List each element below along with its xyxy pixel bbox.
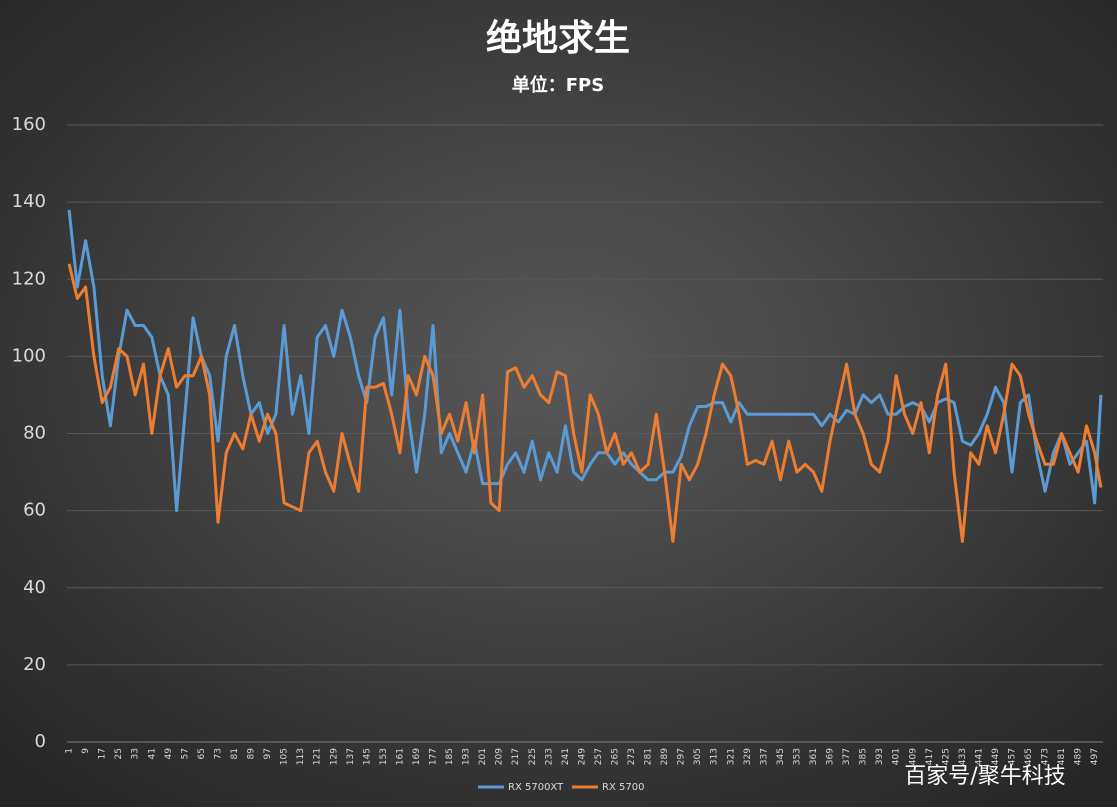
x-tick-label: 33 — [131, 748, 141, 759]
x-tick-label: 249 — [577, 748, 587, 765]
x-tick-label: 73 — [213, 748, 223, 759]
series-line — [67, 263, 1103, 543]
x-tick-label: 409 — [908, 748, 918, 765]
y-tick-label: 100 — [12, 345, 46, 366]
x-tick-label: 393 — [875, 748, 885, 765]
x-tick-label: 65 — [197, 748, 207, 759]
x-tick-label: 361 — [809, 748, 819, 765]
x-tick-label: 225 — [528, 748, 538, 765]
x-tick-label: 41 — [147, 748, 157, 759]
x-tick-label: 161 — [395, 748, 405, 765]
x-tick-label: 465 — [1024, 748, 1034, 765]
y-tick-label: 40 — [23, 577, 46, 598]
x-tick-label: 289 — [660, 748, 670, 765]
x-tick-label: 473 — [1041, 748, 1051, 765]
x-tick-label: 441 — [974, 748, 984, 765]
x-tick-label: 257 — [594, 748, 604, 765]
x-tick-label: 497 — [1090, 748, 1100, 765]
x-tick-label: 337 — [759, 748, 769, 765]
x-tick-label: 209 — [495, 748, 505, 765]
x-tick-label: 369 — [826, 748, 836, 765]
x-tick-label: 129 — [329, 748, 339, 765]
x-tick-label: 169 — [412, 748, 422, 765]
x-tick-label: 145 — [362, 748, 372, 765]
x-tick-label: 57 — [180, 748, 190, 759]
y-tick-label: 160 — [12, 114, 46, 135]
x-tick-label: 401 — [892, 748, 902, 765]
watermark: 百家号/聚牛科技 — [904, 764, 1065, 789]
x-tick-label: 1 — [65, 748, 75, 754]
x-tick-label: 377 — [842, 748, 852, 765]
x-tick-label: 457 — [1008, 748, 1018, 765]
x-tick-label: 297 — [677, 748, 687, 765]
x-tick-label: 217 — [511, 748, 521, 765]
x-tick-label: 25 — [114, 748, 124, 759]
x-tick-label: 353 — [792, 748, 802, 765]
x-tick-label: 489 — [1074, 748, 1084, 765]
legend-label: RX 5700XT — [508, 782, 564, 793]
y-tick-label: 60 — [23, 500, 46, 521]
x-tick-label: 481 — [1057, 748, 1067, 765]
x-tick-label: 193 — [462, 748, 472, 765]
chart-title: 绝地求生 — [486, 17, 630, 59]
x-tick-label: 313 — [710, 748, 720, 765]
x-tick-label: 153 — [379, 748, 389, 765]
x-tick-label: 97 — [263, 748, 273, 759]
x-tick-label: 89 — [247, 748, 257, 760]
y-tick-label: 120 — [12, 268, 46, 289]
x-tick-label: 329 — [743, 748, 753, 765]
x-tick-label: 17 — [98, 748, 108, 759]
x-tick-label: 425 — [941, 748, 951, 765]
x-tick-label: 201 — [478, 748, 488, 765]
x-tick-label: 241 — [561, 748, 571, 765]
x-tick-label: 105 — [280, 748, 290, 765]
y-tick-label: 0 — [35, 731, 46, 752]
x-tick-label: 177 — [429, 748, 439, 765]
legend-label: RX 5700 — [602, 782, 644, 793]
x-tick-label: 281 — [644, 748, 654, 765]
x-tick-label: 81 — [230, 748, 240, 759]
x-tick-label: 185 — [445, 748, 455, 765]
x-tick-label: 9 — [81, 748, 91, 754]
series-line — [67, 209, 1103, 513]
x-tick-label: 265 — [610, 748, 620, 765]
x-tick-label: 273 — [627, 748, 637, 765]
x-tick-label: 113 — [296, 748, 306, 765]
x-tick-label: 49 — [164, 748, 174, 760]
y-tick-label: 140 — [12, 191, 46, 212]
y-tick-label: 20 — [23, 654, 46, 675]
x-tick-label: 417 — [925, 748, 935, 765]
x-tick-label: 121 — [313, 748, 323, 765]
x-tick-label: 321 — [726, 748, 736, 765]
x-tick-label: 305 — [693, 748, 703, 765]
x-tick-label: 137 — [346, 748, 356, 765]
x-tick-label: 385 — [859, 748, 869, 765]
x-tick-label: 345 — [776, 748, 786, 765]
x-tick-label: 433 — [958, 748, 968, 765]
x-tick-label: 233 — [544, 748, 554, 765]
x-tick-label: 449 — [991, 748, 1001, 765]
y-tick-label: 80 — [23, 423, 46, 444]
chart-subtitle: 单位：FPS — [512, 74, 604, 96]
